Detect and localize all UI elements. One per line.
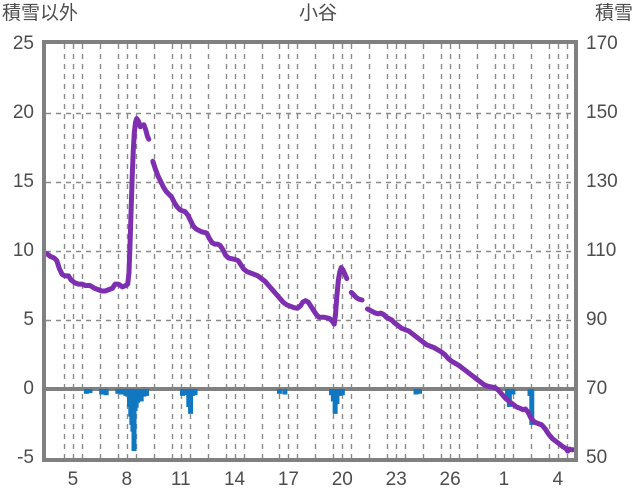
x-axis-tick: 26: [439, 469, 461, 490]
x-axis-tick: 20: [331, 469, 353, 490]
y-axis-tick-right: 90: [586, 309, 608, 330]
y-axis-tick-left: 5: [23, 309, 34, 330]
plot-area: [42, 40, 578, 462]
x-axis-tick: 5: [67, 469, 79, 490]
y-axis-tick-left: -5: [17, 447, 34, 468]
precipitation-bars: [83, 389, 535, 452]
x-axis-tick: 11: [170, 469, 191, 490]
chart-title: 小谷: [298, 3, 337, 24]
y-axis-tick-left: 20: [12, 102, 34, 123]
y-axis-tick-right: 110: [586, 240, 617, 261]
plot-svg: [46, 44, 574, 458]
x-axis-tick: 14: [223, 469, 246, 490]
y-axis-tick-right: 150: [586, 102, 618, 123]
y-axis-tick-right: 50: [586, 447, 608, 468]
plot-inner: [46, 44, 574, 458]
left-axis-title: 積雪以外: [2, 3, 79, 24]
x-axis-tick: 17: [277, 469, 300, 490]
x-axis-tick: 4: [552, 469, 564, 490]
x-axis-tick: 23: [385, 469, 407, 490]
snow-depth-line: [46, 116, 574, 454]
x-axis-tick: 1: [498, 469, 510, 490]
x-axis-tick: 8: [121, 469, 133, 490]
y-axis-tick-left: 10: [12, 240, 34, 261]
y-axis-tick-left: 25: [12, 33, 34, 54]
y-axis-tick-right: 130: [586, 171, 618, 192]
right-axis-title: 積雪: [594, 3, 633, 24]
y-axis-tick-left: 0: [23, 378, 34, 399]
y-axis-tick-right: 70: [586, 378, 608, 399]
y-axis-tick-left: 15: [12, 171, 34, 192]
y-axis-tick-right: 170: [586, 33, 618, 54]
